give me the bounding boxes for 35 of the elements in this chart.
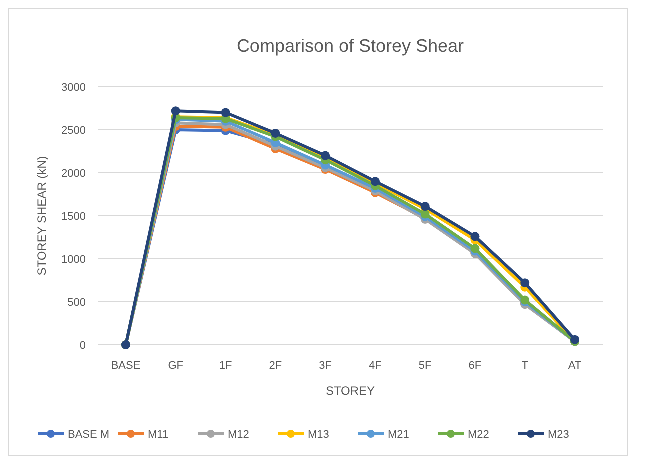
y-tick-label: 500 (68, 297, 86, 309)
point (420, 202, 430, 212)
legend-label: M22 (468, 429, 490, 441)
legend-label: M11 (148, 429, 169, 441)
chart-title: Comparison of Storey Shear (236, 36, 464, 56)
point (221, 108, 230, 118)
legend-label: M12 (228, 429, 250, 441)
point (470, 232, 480, 242)
x-tick-label: 2F (269, 360, 282, 372)
x-tick-label: T (522, 360, 529, 372)
point (171, 106, 180, 116)
y-tick-label: 1500 (62, 211, 86, 223)
x-tick-label: 3F (319, 360, 332, 372)
y-tick-label: 2000 (62, 168, 86, 180)
point (520, 278, 530, 288)
point (321, 151, 330, 160)
legend-label: M13 (308, 429, 330, 441)
x-axis-title: STOREY (326, 384, 376, 398)
x-tick-label: AT (568, 360, 582, 372)
legend-label: M23 (548, 429, 570, 441)
x-tick-label: BASE (111, 360, 141, 372)
x-tick-label: 5F (418, 360, 432, 372)
point (420, 210, 430, 219)
y-axis-title: STOREY SHEAR (kN) (35, 156, 49, 276)
legend-label: BASE M (68, 429, 110, 441)
y-tick-label: 1000 (62, 254, 86, 266)
legend-label: M21 (388, 429, 410, 441)
x-tick-label: GF (168, 360, 184, 372)
y-tick-label: 0 (80, 340, 86, 352)
y-tick-label: 3000 (62, 82, 86, 94)
x-tick-label: 6F (468, 360, 482, 372)
point (470, 244, 480, 254)
y-tick-label: 2500 (62, 125, 86, 137)
x-tick-label: 4F (369, 360, 382, 372)
x-tick-label: 1F (219, 360, 232, 372)
